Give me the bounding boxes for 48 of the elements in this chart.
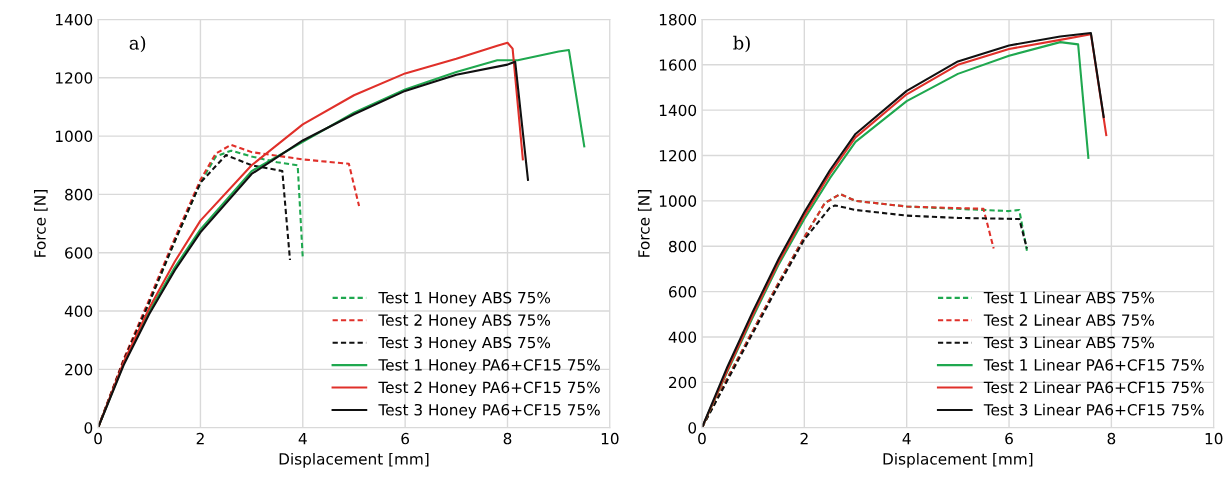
x-tick-label: 0 [94, 432, 102, 445]
y-axis-title: Force [N] [637, 190, 652, 257]
x-tick-label: 4 [902, 433, 911, 445]
x-tick-label: 2 [196, 432, 204, 445]
y-tick-label: 0 [84, 422, 93, 434]
x-axis-title: Displacement [mm] [279, 452, 429, 468]
legend-label: Test 1 Linear PA6+CF15 75% [983, 358, 1204, 371]
y-tick-label: 0 [688, 422, 697, 434]
legend-label: Test 3 Honey ABS 75% [378, 336, 551, 352]
legend-label: Test 1 Linear ABS 75% [983, 291, 1154, 304]
y-tick-label: 1400 [56, 13, 93, 26]
x-axis-title: Displacement [mm] [883, 452, 1033, 468]
y-tick-label: 400 [668, 331, 697, 343]
legend-label: Test 2 Linear ABS 75% [983, 314, 1154, 326]
annotation: b) [733, 35, 750, 53]
y-tick-label: 400 [64, 305, 93, 318]
y-tick-label: 200 [669, 376, 697, 389]
legend-label: Test 2 Honey ABS 75% [378, 314, 551, 329]
x-tick-label: 8 [1107, 432, 1116, 445]
legend-label: Test 3 Linear PA6+CF15 75% [983, 403, 1204, 416]
legend-label: Test 2 Linear PA6+CF15 75% [983, 381, 1204, 394]
y-tick-label: 1800 [659, 13, 697, 26]
legend-label: Test 3 Honey PA6+CF15 75% [378, 404, 600, 419]
x-tick-label: 10 [601, 432, 619, 445]
x-tick-label: 0 [698, 432, 706, 445]
x-tick-label: 6 [1005, 432, 1013, 445]
x-tick-label: 8 [503, 432, 512, 445]
y-tick-label: 1400 [659, 104, 697, 117]
legend-label: Test 2 Honey PA6+CF15 75% [378, 381, 600, 397]
y-tick-label: 1000 [659, 195, 697, 207]
y-tick-label: 800 [668, 240, 697, 253]
y-tick-label: 600 [669, 286, 697, 298]
annotation: a) [129, 35, 146, 53]
x-tick-label: 2 [800, 432, 808, 445]
y-tick-label: 1600 [659, 59, 697, 71]
legend-label: Test 3 Linear ABS 75% [983, 336, 1154, 349]
x-tick-label: 4 [298, 433, 307, 445]
x-tick-label: 6 [401, 432, 410, 445]
y-tick-label: 1200 [659, 149, 697, 162]
y-tick-label: 800 [65, 188, 93, 201]
y-tick-label: 1000 [56, 130, 93, 143]
y-axis-title: Force [N] [34, 190, 48, 257]
y-tick-label: 1200 [56, 72, 93, 84]
y-tick-label: 200 [65, 363, 93, 376]
legend-label: Test 1 Honey PA6+CF15 75% [378, 359, 600, 374]
legend-label: Test 1 Honey ABS 75% [378, 291, 551, 307]
x-tick-label: 10 [1205, 432, 1223, 445]
y-tick-label: 600 [65, 247, 93, 259]
